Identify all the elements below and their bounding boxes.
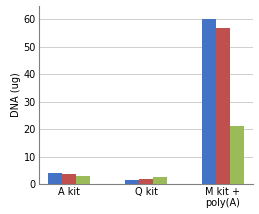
Bar — [76, 176, 90, 184]
Bar — [216, 28, 230, 184]
Bar — [48, 173, 62, 184]
Bar — [62, 174, 76, 184]
Bar — [139, 178, 153, 184]
Bar — [125, 180, 139, 184]
Bar — [202, 19, 216, 184]
Bar — [153, 177, 167, 184]
Y-axis label: DNA (ug): DNA (ug) — [11, 72, 21, 117]
Bar — [230, 126, 244, 184]
